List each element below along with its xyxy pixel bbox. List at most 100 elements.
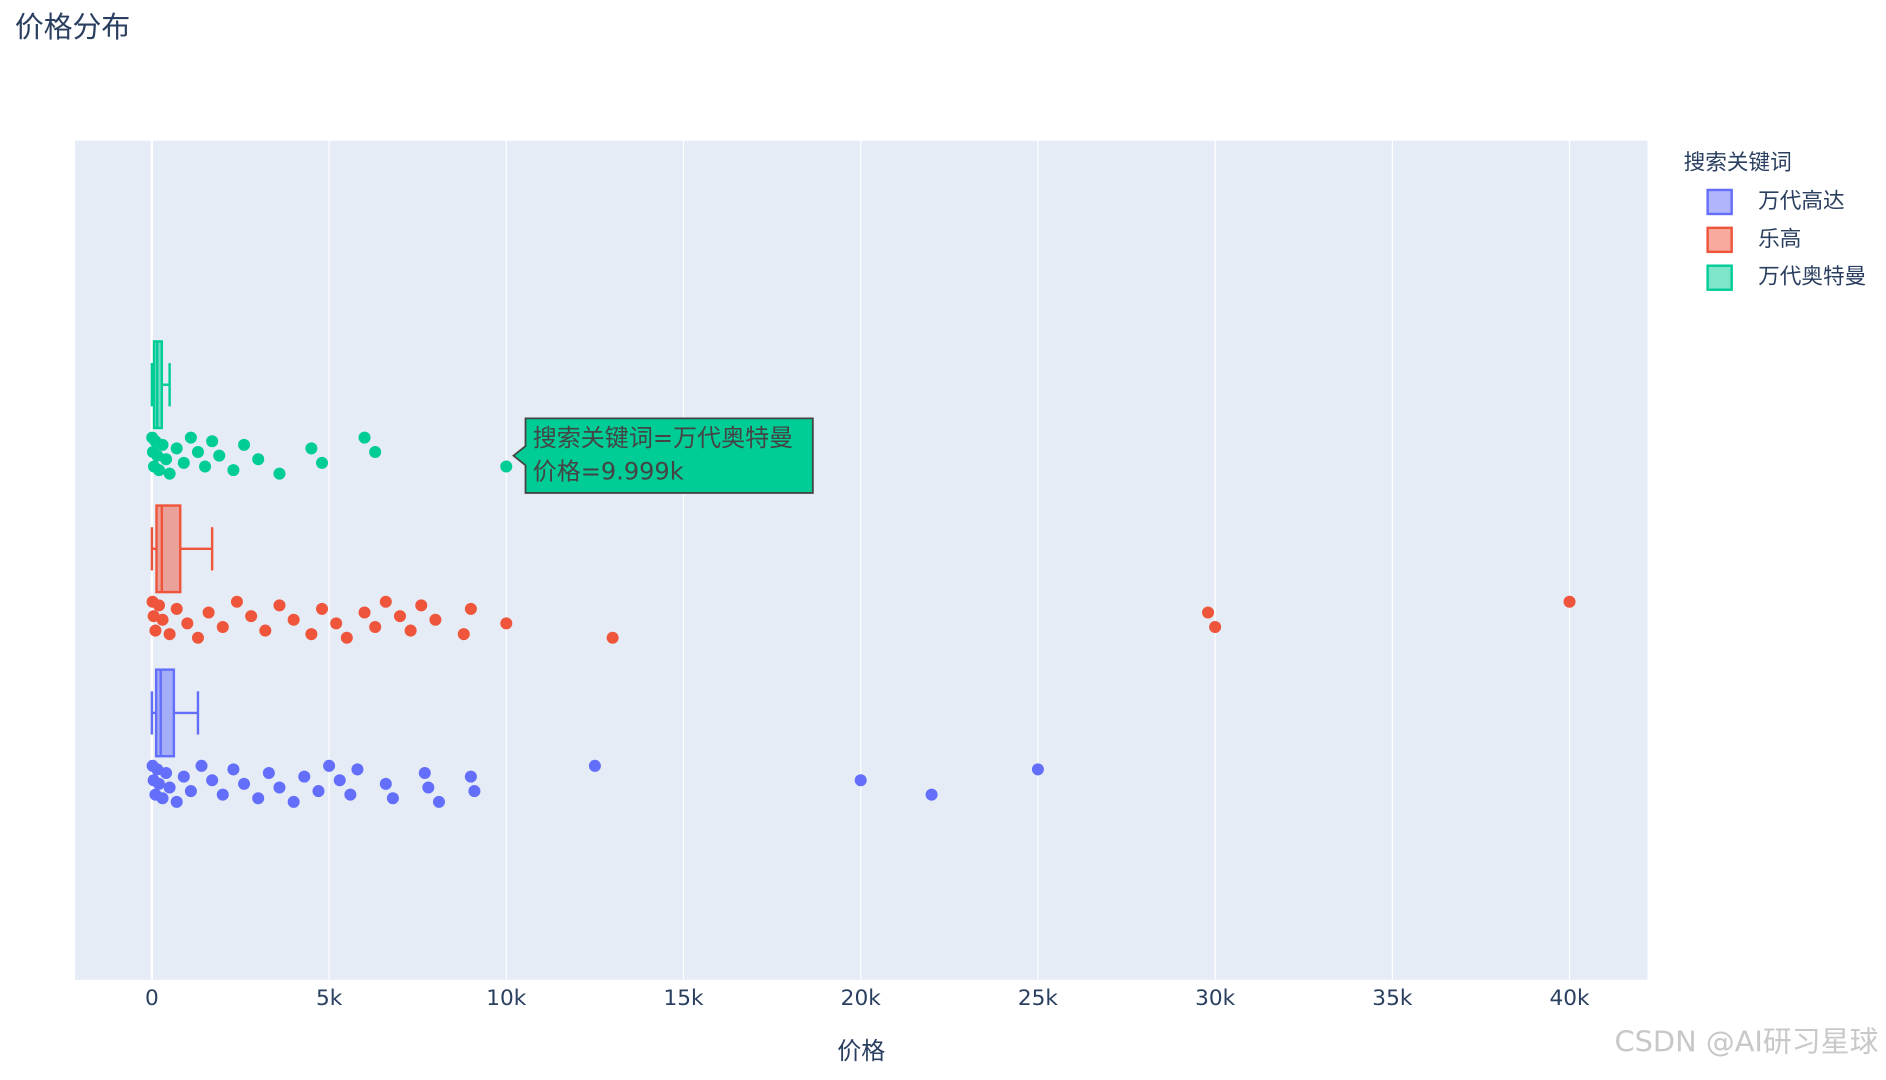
point [216, 788, 229, 801]
point [245, 610, 258, 623]
point [163, 467, 176, 480]
point [199, 460, 212, 473]
point [177, 456, 190, 469]
x-tick-label: 5k [316, 986, 343, 1011]
point [606, 631, 619, 644]
legend-title: 搜索关键词 [1684, 151, 1792, 176]
point [422, 781, 435, 794]
point [184, 785, 197, 798]
point [854, 774, 867, 787]
point [1563, 595, 1576, 608]
point [418, 767, 431, 780]
point [464, 770, 477, 783]
point [1031, 763, 1044, 776]
point [152, 599, 165, 612]
point [500, 460, 513, 473]
x-tick-label: 10k [486, 986, 527, 1011]
point [216, 620, 229, 633]
point [252, 453, 265, 466]
point [369, 620, 382, 633]
watermark: CSDN @AI研习星球 [1614, 1025, 1878, 1059]
point [227, 464, 240, 477]
point [316, 602, 329, 615]
legend-label: 万代高达 [1758, 189, 1845, 214]
legend-label: 乐高 [1758, 227, 1801, 252]
point [432, 795, 445, 808]
chart-title: 价格分布 [15, 10, 130, 44]
grid [150, 140, 1571, 980]
point [358, 606, 371, 619]
point [330, 617, 343, 630]
point [305, 628, 318, 641]
point [369, 446, 382, 459]
point [588, 759, 601, 772]
point [191, 631, 204, 644]
point [152, 777, 165, 790]
point [170, 442, 183, 455]
point [156, 613, 169, 626]
x-tick-label: 0 [145, 986, 159, 1011]
box [154, 668, 176, 758]
point [149, 624, 162, 637]
point [340, 631, 353, 644]
point [358, 431, 371, 444]
point [191, 446, 204, 459]
point [404, 624, 417, 637]
point [273, 467, 286, 480]
point [316, 456, 329, 469]
point [312, 785, 325, 798]
tooltip-line: 价格=9.999k [533, 457, 684, 485]
x-axis-title: 价格 [837, 1037, 885, 1065]
marks [146, 340, 1576, 808]
point [206, 435, 219, 448]
x-tick-label: 30k [1195, 986, 1236, 1011]
point [227, 763, 240, 776]
point [181, 617, 194, 630]
x-tick-label: 15k [663, 986, 704, 1011]
point [213, 449, 226, 462]
point [170, 602, 183, 615]
point [177, 770, 190, 783]
point [429, 613, 442, 626]
tooltip-line: 搜索关键词=万代奥特曼 [533, 424, 793, 452]
box [155, 504, 182, 594]
point [273, 599, 286, 612]
point [202, 606, 215, 619]
tooltip-box [512, 417, 814, 494]
legend-swatch [1706, 226, 1733, 254]
point [415, 599, 428, 612]
legend-swatch [1706, 264, 1733, 291]
point [386, 792, 399, 805]
point [925, 788, 938, 801]
point [500, 617, 513, 630]
point [156, 792, 169, 805]
point [262, 767, 275, 780]
point [163, 781, 176, 794]
point [163, 628, 176, 641]
point [1202, 606, 1215, 619]
point [351, 763, 364, 776]
point [230, 595, 243, 608]
point [333, 774, 346, 787]
point [273, 781, 286, 794]
point [287, 795, 300, 808]
point [298, 770, 311, 783]
point [259, 624, 272, 637]
point [156, 438, 169, 451]
point [323, 759, 336, 772]
point [252, 792, 265, 805]
point [464, 602, 477, 615]
point [287, 613, 300, 626]
point [379, 595, 392, 608]
point [238, 438, 251, 451]
x-tick-label: 25k [1018, 986, 1059, 1011]
point [170, 795, 183, 808]
point [379, 777, 392, 790]
x-tick-label: 35k [1372, 986, 1413, 1011]
point [160, 767, 173, 780]
point [184, 431, 197, 444]
point [393, 610, 406, 623]
point [305, 442, 318, 455]
legend-swatch [1706, 188, 1733, 216]
